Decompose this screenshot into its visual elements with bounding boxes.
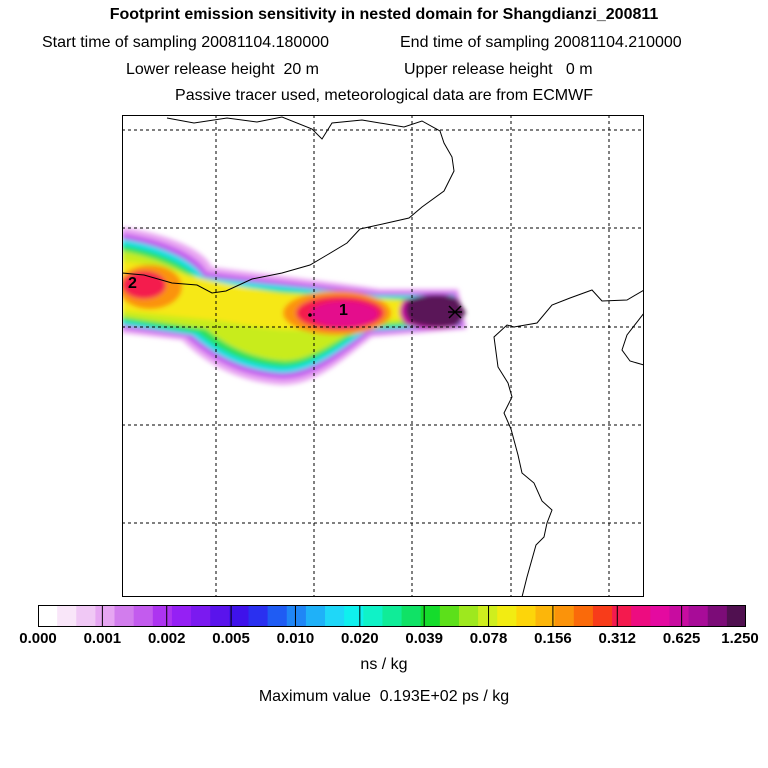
colorbar-cell [57,605,77,627]
colorbar-cell [286,605,307,627]
colorbar-tick-label: 0.078 [469,630,508,647]
coastlines [122,116,644,597]
colorbar-tick-label: 0.005 [212,630,250,647]
colorbar-cell [688,605,709,627]
colorbar-cell [133,605,154,627]
end-time-label: End time of sampling [400,34,550,51]
colorbar [38,605,746,627]
plot-title-text: Footprint emission sensitivity in nested… [109,6,659,23]
colorbar-tick-label: 0.002 [147,630,186,647]
coastline-east [493,289,644,597]
tracer-note: Passive tracer used, meteorological data… [0,87,768,105]
colorbar-cell [650,605,671,627]
footprint-map: 2 1 [122,115,644,597]
colorbar-tick-label: 0.000 [19,630,57,647]
colorbar-cell [631,605,651,627]
peninsula-east [621,312,644,366]
plume-core-magenta-mid [310,301,378,327]
colorbar-unit: ns / kg [0,656,768,674]
end-time-value: 20081104.210000 [553,34,682,51]
colorbar-cell [669,605,690,627]
end-time: End time of sampling 20081104.210000 [400,34,682,52]
colorbar-tick-label: 0.312 [598,630,637,647]
colorbar-tick-label: 1.250 [721,630,759,647]
colorbar-cells [38,605,746,627]
lower-release-value: 20 m [283,61,320,78]
start-time: Start time of sampling 20081104.180000 [42,34,329,52]
colorbar-cell [248,605,269,627]
footprint-plume [122,227,467,385]
colorbar-cell [439,605,460,627]
colorbar-cell [516,605,537,627]
colorbar-frame [38,605,746,627]
maximum-value: Maximum value 0.193E+02 ps / kg [0,688,768,706]
colorbar-tick-label: 0.010 [276,630,315,647]
colorbar-cell [363,605,384,627]
colorbar-cell [191,605,211,627]
colorbar-cell [707,605,728,627]
start-time-label: Start time of sampling [42,34,197,51]
colorbar-cell [267,605,288,627]
colorbar-cell [592,605,613,627]
max-dot [308,313,312,317]
colorbar-cell [95,605,116,627]
lower-release-height: Lower release height 20 m [126,61,319,79]
colorbar-cell [573,605,594,627]
colorbar-cell [344,605,364,627]
colorbar-cell [210,605,230,627]
plot-title: Footprint emission sensitivity in nested… [0,6,768,24]
colorbar-cell [305,605,326,627]
map-frame [122,115,644,597]
maximum-value-number: 0.193E+02 ps / kg [379,688,510,705]
colorbar-cell [420,605,441,627]
upper-release-value: 0 m [565,61,593,78]
colorbar-cell [612,605,632,627]
lower-release-label: Lower release height [126,61,275,78]
x-cross-icon [448,305,462,319]
colorbar-cell [229,605,250,627]
colorbar-tick-label: 0.625 [662,630,701,647]
colorbar-cell [401,605,422,627]
colorbar-cell [726,605,746,627]
start-time-value: 20081104.180000 [201,34,330,51]
colorbar-cell [478,605,498,627]
colorbar-tick-label: 0.039 [405,630,443,647]
upper-release-height: Upper release height 0 m [404,61,593,79]
colorbar-tick-label: 0.156 [534,630,572,647]
colorbar-cell [114,605,135,627]
colorbar-cell [76,605,97,627]
upper-release-label: Upper release height [404,61,553,78]
colorbar-cell [38,605,58,627]
latlon-grid [122,115,644,597]
map-label-2: 2 [128,275,137,292]
colorbar-cell [382,605,403,627]
tracer-note-text: Passive tracer used, meteorological data… [175,87,593,104]
plume-core-east-dark [405,294,466,328]
colorbar-cell [171,605,192,627]
colorbar-tick-label: 0.001 [83,630,122,647]
colorbar-unit-text: ns / kg [360,656,408,673]
colorbar-cell [458,605,479,627]
map-label-1: 1 [339,302,348,319]
colorbar-cell [152,605,173,627]
colorbar-tick-label: 0.020 [341,630,379,647]
coastline-north [122,116,455,294]
maximum-value-label: Maximum value [258,688,371,705]
colorbar-cell [325,605,345,627]
colorbar-dividers [101,605,683,627]
colorbar-cell [554,605,575,627]
colorbar-cell [535,605,556,627]
colorbar-cell [497,605,517,627]
